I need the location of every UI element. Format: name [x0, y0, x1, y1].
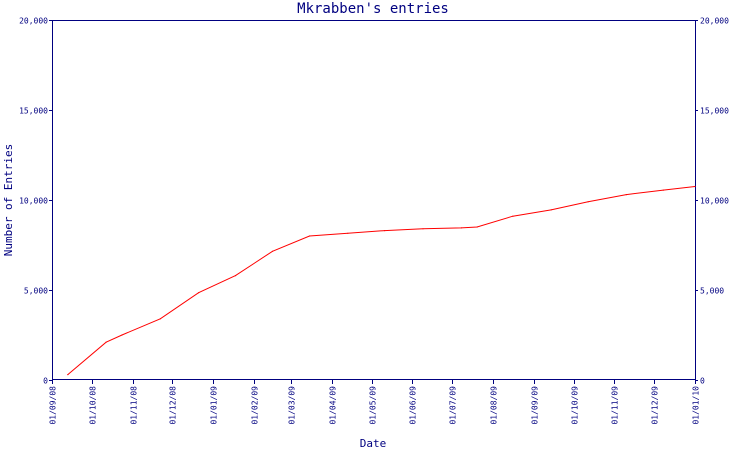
x-tick-label: 01/09/09 [531, 386, 540, 425]
chart-title: Mkrabben's entries [297, 1, 449, 17]
y-axis-left: 0 5,000 10,000 15,000 20,000 [19, 17, 52, 386]
y-axis-label: Number of Entries [2, 144, 15, 257]
x-tick-label: 01/11/08 [130, 386, 139, 425]
data-point [159, 318, 161, 320]
data-point [105, 341, 107, 343]
x-tick-label: 01/04/09 [329, 386, 338, 425]
x-tick-label: 01/10/09 [571, 386, 580, 425]
x-tick-label: 01/01/10 [692, 386, 701, 425]
y-tick-label-right: 10,000 [700, 197, 729, 206]
y-tick-label-right: 5,000 [700, 287, 724, 296]
data-point [384, 230, 386, 232]
x-tick-label: 01/02/09 [251, 386, 260, 425]
x-tick-label: 01/12/09 [651, 386, 660, 425]
x-tick-label: 01/10/08 [89, 386, 98, 425]
x-axis-label: Date [360, 437, 387, 450]
data-point [234, 275, 237, 277]
x-tick-label: 01/09/08 [49, 386, 58, 425]
data-point [271, 250, 274, 252]
data-point [550, 209, 552, 211]
x-tick-label: 01/07/09 [449, 386, 458, 425]
series-line [67, 186, 696, 375]
y-tick-label-left: 0 [43, 377, 48, 386]
x-tick-label: 01/06/09 [409, 386, 418, 425]
x-tick-label: 01/11/09 [611, 386, 620, 425]
x-axis: 01/09/08 01/10/08 01/11/08 01/12/08 01/01/09… [49, 380, 701, 425]
y-tick-label-left: 15,000 [19, 107, 48, 116]
data-point [308, 235, 311, 237]
y-tick-label-left: 10,000 [19, 197, 48, 206]
data-point [460, 227, 462, 229]
data-point [198, 292, 200, 294]
data-point [662, 189, 664, 191]
y-tick-label-right: 15,000 [700, 107, 729, 116]
data-point [67, 374, 69, 376]
y-tick-label-right: 0 [700, 377, 705, 386]
data-point [625, 194, 627, 196]
x-tick-label: 01/12/08 [169, 386, 178, 425]
x-tick-label: 01/08/09 [490, 386, 499, 425]
data-point [512, 215, 514, 217]
data-point [476, 226, 478, 228]
x-tick-label: 01/03/09 [288, 386, 297, 425]
data-point [694, 185, 696, 188]
data-point [121, 334, 123, 336]
y-tick-label-left: 20,000 [19, 17, 48, 26]
data-point [422, 228, 424, 230]
x-tick-label: 01/01/09 [210, 386, 219, 425]
series-layer [67, 185, 696, 376]
y-axis-right: 0 5,000 10,000 15,000 20,000 [695, 17, 729, 386]
y-tick-label-right: 20,000 [700, 17, 729, 26]
data-point [347, 232, 349, 234]
data-point [587, 201, 589, 203]
x-tick-label: 01/05/09 [369, 386, 378, 425]
y-tick-label-left: 5,000 [24, 287, 48, 296]
